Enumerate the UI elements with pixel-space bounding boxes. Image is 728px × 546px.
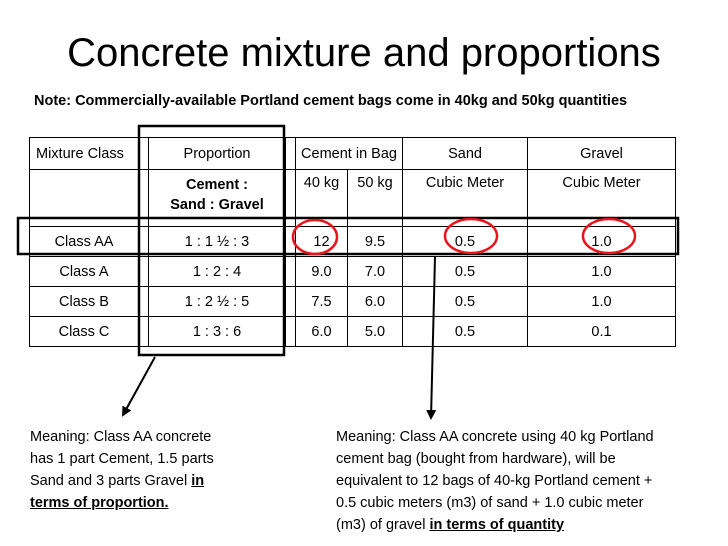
class-aa-highlight-box	[16, 216, 680, 256]
meaning-right: Meaning: Class AA concrete using 40 kg P…	[336, 426, 654, 536]
arrow-to-right-meaning	[426, 256, 437, 420]
cell-cement-40kg: 7.5	[295, 286, 348, 317]
proportion-sub-line1: Cement :	[185, 177, 249, 193]
header-cement-in-bag: Cement in Bag	[294, 137, 404, 170]
cell-gravel: 1.0	[527, 256, 677, 287]
cell-cement-50kg: 5.0	[346, 316, 404, 347]
cell-proportion: 1 : 3 : 6	[148, 316, 286, 347]
meaning-right-line1: Meaning: Class AA concrete using 40 kg P…	[336, 429, 654, 445]
meaning-left-line4-emphasis: terms of proportion.	[30, 495, 169, 511]
meaning-left-line1: Meaning: Class AA concrete	[30, 429, 212, 445]
meaning-right-line5: (m3) of gravel in terms of quantity	[336, 514, 654, 536]
cell-class: Class A	[29, 256, 139, 287]
arrow-to-left-meaning	[122, 356, 156, 417]
gravel-1-0-circle	[581, 217, 637, 255]
meaning-right-line4: 0.5 cubic meters (m3) of sand + 1.0 cubi…	[336, 495, 644, 511]
meaning-left-line3-text: Sand and 3 parts Gravel	[30, 473, 192, 489]
header-row: Mixture Class Proportion Cement in Bag S…	[29, 137, 677, 170]
meaning-left-line3: Sand and 3 parts Gravel in	[30, 470, 214, 492]
cell-sand: 0.5	[402, 226, 529, 257]
cell-cement-50kg: 6.0	[346, 286, 404, 317]
cell-cement-40kg: 6.0	[295, 316, 348, 347]
cell-sand: 0.5	[402, 256, 529, 287]
cell-sand: 0.5	[402, 316, 529, 347]
meaning-left: Meaning: Class AA concrete has 1 part Ce…	[30, 426, 214, 514]
meaning-left-line2: has 1 part Cement, 1.5 parts	[30, 451, 214, 467]
cell-cement-50kg: 7.0	[346, 256, 404, 287]
note-text: Note: Commercially-available Portland ce…	[34, 93, 628, 109]
proportion-sub-line2: Sand : Gravel	[170, 197, 264, 213]
cell-gravel: 0.1	[527, 316, 677, 347]
table-row: Class B 1 : 2 ½ : 5 7.5 6.0 0.5 1.0	[29, 286, 677, 317]
cell-class: Class AA	[29, 226, 139, 257]
cell-cement-50kg: 9.5	[346, 226, 404, 257]
meaning-left-line3-emphasis: in	[191, 473, 205, 489]
meaning-right-line2: cement bag (bought from hardware), will …	[336, 451, 616, 467]
slide-title: Concrete mixture and proportions	[67, 31, 661, 75]
meaning-right-line5-text: (m3) of gravel	[336, 517, 430, 533]
cement-12-circle	[291, 218, 339, 256]
header-proportion: Proportion	[148, 137, 286, 170]
proportion-highlight-box	[137, 124, 286, 357]
header-gravel: Gravel	[527, 137, 677, 170]
cell-proportion: 1 : 2 : 4	[148, 256, 286, 287]
table-row: Class C 1 : 3 : 6 6.0 5.0 0.5 0.1	[29, 316, 677, 347]
meaning-right-line3: equivalent to 12 bags of 40-kg Portland …	[336, 473, 653, 489]
cell-proportion: 1 : 1 ½ : 3	[148, 226, 286, 257]
meaning-right-line5-emphasis: in terms of quantity	[429, 517, 565, 533]
cell-class: Class B	[29, 286, 139, 317]
header-sand: Sand	[402, 137, 529, 170]
sand-0-5-circle	[443, 217, 499, 255]
table-row: Class A 1 : 2 : 4 9.0 7.0 0.5 1.0	[29, 256, 677, 287]
